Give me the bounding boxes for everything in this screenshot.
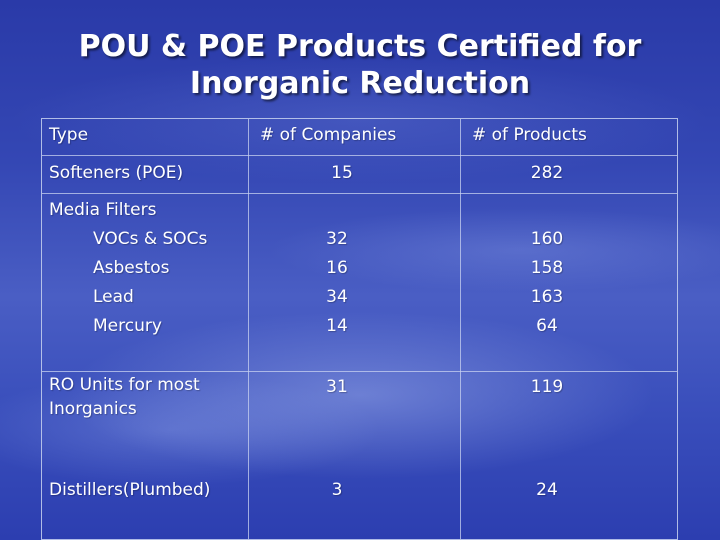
header-type: Type bbox=[49, 125, 89, 145]
media-products-vocs: 160 bbox=[530, 229, 564, 249]
row-distillers-products: 24 bbox=[536, 480, 558, 500]
media-subtype-vocs: VOCs & SOCs bbox=[93, 229, 208, 249]
certification-table: Type # of Companies # of Products Soften… bbox=[41, 118, 678, 540]
header-companies: # of Companies bbox=[260, 125, 397, 145]
title-line-1: POU & POE Products Certified for bbox=[78, 29, 642, 64]
header-products: # of Products bbox=[472, 125, 587, 145]
media-companies-mercury: 14 bbox=[326, 316, 348, 336]
column-divider bbox=[248, 119, 249, 539]
row-ro-products: 119 bbox=[530, 377, 564, 397]
row-ro-type-line-2: Inorganics bbox=[49, 399, 137, 419]
media-products-lead: 163 bbox=[530, 287, 564, 307]
row-ro-type-line-1: RO Units for most bbox=[49, 375, 200, 395]
slide-title: POU & POE Products Certified for Inorgan… bbox=[0, 28, 720, 102]
row-distillers-type: Distillers(Plumbed) bbox=[49, 480, 211, 500]
media-subtype-lead: Lead bbox=[93, 287, 134, 307]
row-distillers-companies: 3 bbox=[331, 480, 343, 500]
media-products-asbestos: 158 bbox=[530, 258, 564, 278]
media-companies-vocs: 32 bbox=[326, 229, 348, 249]
media-companies-lead: 34 bbox=[326, 287, 348, 307]
row-ro-companies: 31 bbox=[326, 377, 348, 397]
title-line-2: Inorganic Reduction bbox=[189, 66, 531, 101]
row-divider bbox=[42, 155, 677, 156]
media-companies-asbestos: 16 bbox=[326, 258, 348, 278]
column-divider bbox=[460, 119, 461, 539]
row-divider bbox=[42, 193, 677, 194]
row-media-filters-type: Media Filters bbox=[49, 200, 157, 220]
media-subtype-asbestos: Asbestos bbox=[93, 258, 170, 278]
row-softeners-type: Softeners (POE) bbox=[49, 163, 184, 183]
media-products-mercury: 64 bbox=[536, 316, 558, 336]
media-subtype-mercury: Mercury bbox=[93, 316, 162, 336]
row-softeners-products: 282 bbox=[530, 163, 564, 183]
row-softeners-companies: 15 bbox=[331, 163, 353, 183]
row-divider bbox=[42, 371, 677, 372]
